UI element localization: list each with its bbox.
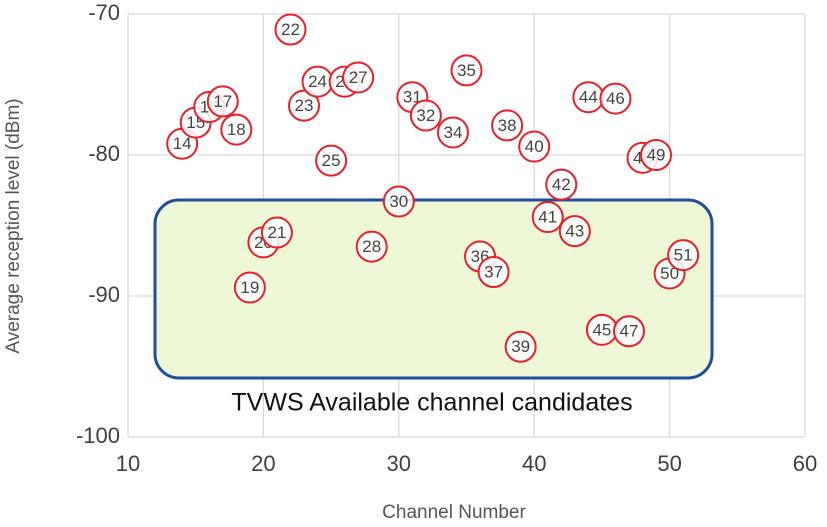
point-label: 39 xyxy=(511,337,530,356)
point xyxy=(667,239,700,272)
point-label: 47 xyxy=(620,322,639,341)
x-tick-label: 30 xyxy=(387,451,411,476)
annotation: TVWS Available channel candidates xyxy=(231,389,632,417)
x-tick-label: 20 xyxy=(251,451,275,476)
point-label: 19 xyxy=(240,278,259,297)
point xyxy=(342,61,375,94)
y-tick-label: -90 xyxy=(88,282,120,307)
point-label: 50 xyxy=(660,264,679,283)
point-label: 38 xyxy=(498,116,517,135)
point xyxy=(477,256,510,289)
point xyxy=(436,116,469,149)
point-label: 23 xyxy=(295,96,314,115)
point xyxy=(599,82,632,115)
point-label: 14 xyxy=(173,134,192,153)
point-label: 27 xyxy=(349,68,368,87)
point-label: 45 xyxy=(592,320,611,339)
point-label: 35 xyxy=(457,61,476,80)
point-label: 21 xyxy=(267,223,286,242)
point xyxy=(518,130,551,163)
point-label: 37 xyxy=(484,263,503,282)
point xyxy=(220,113,253,146)
point-label: 30 xyxy=(389,192,408,211)
point xyxy=(450,54,483,87)
point-label: 42 xyxy=(552,175,571,194)
point-label: 49 xyxy=(647,145,666,164)
point xyxy=(382,185,415,218)
y-tick-label: -70 xyxy=(88,0,120,25)
point-label: 28 xyxy=(362,237,381,256)
x-tick-label: 40 xyxy=(522,451,546,476)
point-label: 51 xyxy=(674,246,693,265)
point xyxy=(233,271,266,304)
x-tick-label: 60 xyxy=(793,451,817,476)
point-label: 17 xyxy=(213,92,232,111)
x-tick-label: 10 xyxy=(116,451,140,476)
point-label: 46 xyxy=(606,89,625,108)
y-tick-label: -80 xyxy=(88,141,120,166)
point-label: 41 xyxy=(538,208,557,227)
point xyxy=(504,330,537,363)
point-label: 22 xyxy=(281,20,300,39)
point-label: 18 xyxy=(227,120,246,139)
point xyxy=(640,139,673,171)
y-axis-title: Average reception level (dBm) xyxy=(3,98,24,353)
point-label: 24 xyxy=(308,72,327,91)
point-label: 43 xyxy=(565,222,584,241)
point xyxy=(531,201,564,234)
point xyxy=(545,168,578,201)
point xyxy=(355,230,388,263)
point-label: 34 xyxy=(443,123,462,142)
y-tick-label: -100 xyxy=(76,423,120,448)
point xyxy=(491,109,524,142)
x-axis-title: Channel Number xyxy=(382,502,526,523)
point xyxy=(612,315,645,348)
point-label: 40 xyxy=(525,137,544,156)
point xyxy=(288,89,321,122)
point xyxy=(315,144,348,177)
point-label: 32 xyxy=(416,106,435,125)
point xyxy=(274,13,307,46)
point xyxy=(409,99,442,132)
point xyxy=(260,216,293,249)
x-tick-label: 50 xyxy=(657,451,681,476)
point xyxy=(206,85,239,118)
point-label: 31 xyxy=(403,88,422,107)
point-label: 44 xyxy=(579,88,598,107)
point-label: 25 xyxy=(322,151,341,170)
point xyxy=(558,215,591,248)
